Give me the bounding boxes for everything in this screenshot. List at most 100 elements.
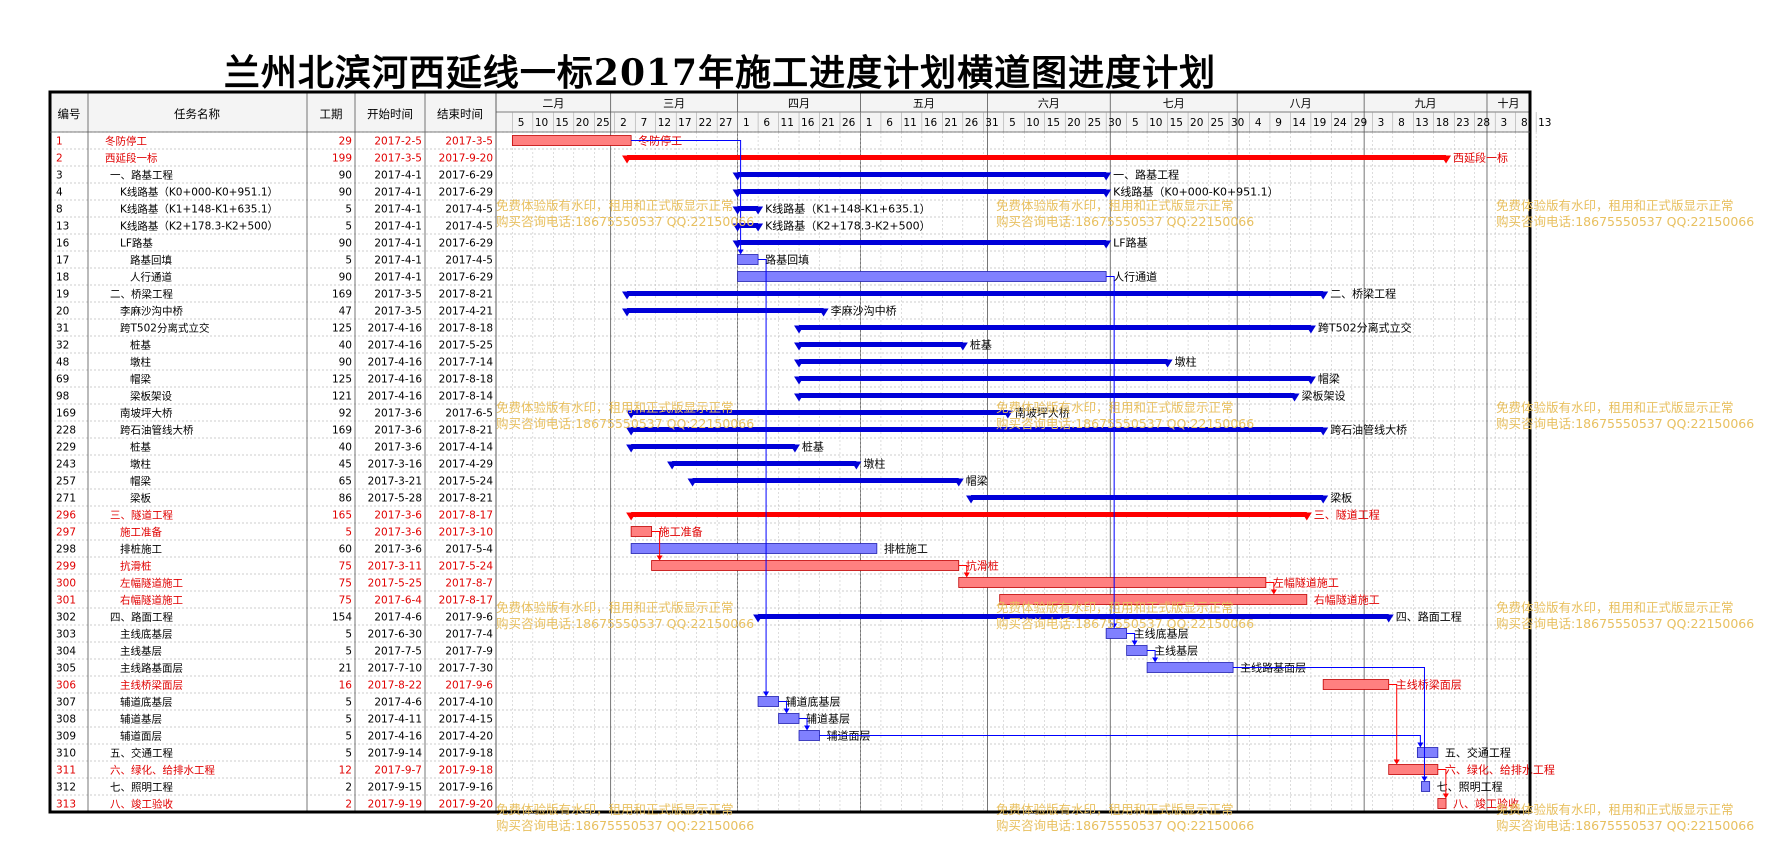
task-name: 八、竣工验收 <box>110 798 173 811</box>
bar-label: 一、路基工程 <box>1113 169 1179 182</box>
summary-end-marker <box>1002 410 1013 419</box>
task-bar <box>651 560 960 571</box>
task-name: 帽梁 <box>130 373 151 386</box>
task-duration: 5 <box>345 629 352 641</box>
day-tick-label: 15 <box>1047 117 1060 129</box>
summary-bar <box>627 155 1447 160</box>
task-duration: 12 <box>339 765 352 777</box>
day-tick-label: 20 <box>1190 117 1203 129</box>
day-tick-label: 30 <box>1108 117 1121 129</box>
task-start: 2017-7-5 <box>374 646 422 658</box>
task-end: 2017-4-14 <box>439 442 494 454</box>
task-duration: 47 <box>339 306 352 318</box>
bar-label: 辅道底基层 <box>786 695 841 709</box>
summary-end-marker <box>953 478 964 487</box>
month-label: 四月 <box>788 97 810 110</box>
dependency-arrow <box>1152 657 1159 663</box>
task-start: 2017-4-16 <box>368 323 423 335</box>
bar-label: 跨石油管线大桥 <box>1330 423 1407 437</box>
day-tick-label: 15 <box>1170 117 1183 129</box>
watermark: 免费体验版有水印，租用和正式版显示正常 <box>996 600 1234 615</box>
task-duration: 75 <box>339 578 352 590</box>
chart-frame <box>48 90 1532 814</box>
task-start: 2017-3-21 <box>368 476 422 488</box>
task-start: 2017-9-14 <box>368 748 423 760</box>
bar-label: 主线基层 <box>1154 644 1198 658</box>
watermark: 免费体验版有水印，租用和正式版显示正常 <box>496 400 734 415</box>
summary-bar <box>737 189 1107 194</box>
day-tick-label: 3 <box>1378 117 1385 129</box>
watermark: 免费体验版有水印，租用和正式版显示正常 <box>996 400 1234 415</box>
task-start: 2017-3-5 <box>374 289 422 301</box>
task-id: 4 <box>56 187 63 199</box>
summary-bar <box>692 478 959 483</box>
summary-end-marker <box>1441 155 1452 164</box>
task-id: 303 <box>56 629 76 641</box>
summary-end-marker <box>1305 325 1316 334</box>
bar-label: 排桩施工 <box>884 542 928 556</box>
day-tick-label: 5 <box>1009 117 1016 129</box>
dependency-link <box>651 531 661 560</box>
task-bar <box>798 730 820 741</box>
summary-bar <box>672 461 857 466</box>
watermark: 购买咨询电话:18675550537 QQ:22150066 <box>496 214 754 229</box>
task-start: 2017-4-1 <box>374 187 422 199</box>
bar-label: 梁板架设 <box>1302 389 1346 403</box>
watermark: 购买咨询电话:18675550537 QQ:22150066 <box>1496 416 1754 431</box>
task-name: 辅道底基层 <box>120 696 173 709</box>
task-start: 2017-3-5 <box>374 306 422 318</box>
day-tick-label: 8 <box>1398 117 1405 129</box>
dependency-link <box>1233 667 1425 781</box>
task-duration: 60 <box>339 544 352 556</box>
task-name: K线路基（K1+148-K1+635.1） <box>120 203 278 216</box>
bar-label: 帽梁 <box>1318 372 1340 386</box>
task-id: 32 <box>56 340 69 352</box>
task-id: 305 <box>56 663 76 675</box>
bar-label: 西延段一标 <box>1453 151 1508 165</box>
summary-bar <box>737 172 1107 177</box>
summary-start-marker <box>794 342 805 351</box>
task-end: 2017-4-20 <box>439 731 493 743</box>
watermark: 免费体验版有水印，租用和正式版显示正常 <box>1496 600 1734 615</box>
task-end: 2017-7-30 <box>439 663 493 675</box>
summary-bar <box>758 614 1389 619</box>
task-end: 2017-9-16 <box>439 782 494 794</box>
day-tick-label: 21 <box>822 117 835 129</box>
bar-label: 桩基 <box>970 338 992 352</box>
task-name: 施工准备 <box>120 526 162 539</box>
task-duration: 40 <box>339 442 352 454</box>
task-id: 257 <box>56 476 76 488</box>
task-id: 169 <box>56 408 76 420</box>
bar-label: 右幅隧道施工 <box>1314 593 1380 607</box>
task-id: 1 <box>56 136 63 148</box>
watermark: 购买咨询电话:18675550537 QQ:22150066 <box>1496 818 1754 833</box>
bar-label: 跨T502分离式立交 <box>1318 321 1412 335</box>
watermark: 购买咨询电话:18675550537 QQ:22150066 <box>996 416 1254 431</box>
task-name: 跨T502分离式立交 <box>120 322 210 335</box>
summary-bar <box>627 308 824 313</box>
summary-end-marker <box>1101 172 1112 181</box>
task-id: 48 <box>56 357 69 369</box>
task-id: 13 <box>56 221 69 233</box>
task-name: 冬防停工 <box>105 135 147 148</box>
bar-label: K线路基（K0+000-K0+951.1） <box>1113 185 1279 199</box>
task-duration: 125 <box>332 323 352 335</box>
day-tick-label: 6 <box>886 117 893 129</box>
task-end: 2017-5-24 <box>439 561 494 573</box>
day-tick-label: 7 <box>641 117 648 129</box>
summary-start-marker <box>622 155 633 164</box>
dependency-arrow <box>963 572 970 578</box>
task-end: 2017-6-29 <box>439 238 493 250</box>
dependency-arrow <box>783 708 790 714</box>
task-end: 2017-9-6 <box>445 612 493 624</box>
task-end: 2017-8-21 <box>439 289 493 301</box>
summary-start-marker <box>966 495 977 504</box>
bar-label: 主线桥梁面层 <box>1396 678 1462 692</box>
task-bar <box>1421 781 1431 792</box>
day-tick-label: 9 <box>1275 117 1282 129</box>
bar-label: 墩柱 <box>863 457 885 471</box>
day-tick-label: 14 <box>1292 117 1306 129</box>
task-id: 297 <box>56 527 76 539</box>
task-name: 主线路基面层 <box>120 662 183 675</box>
